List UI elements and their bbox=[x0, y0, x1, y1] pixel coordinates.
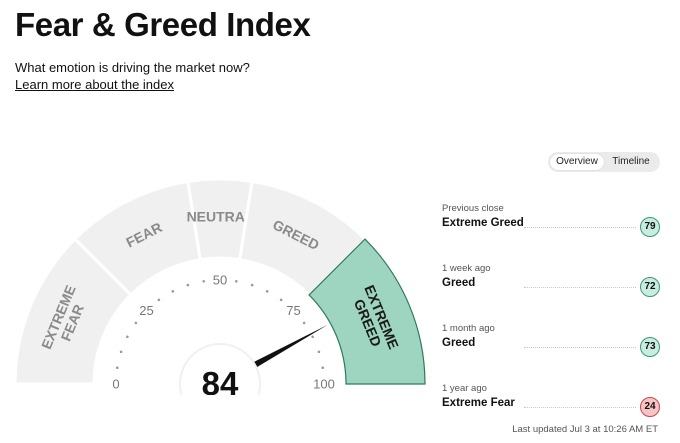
scale-dot bbox=[265, 290, 269, 293]
scale-dot bbox=[302, 321, 306, 325]
scale-dot bbox=[234, 279, 238, 283]
dotted-leader bbox=[524, 407, 636, 408]
scale-dot bbox=[134, 321, 138, 325]
scale-dot bbox=[202, 279, 206, 283]
history-item-1-month-ago: 1 month ago Greed 73 bbox=[442, 323, 662, 367]
scale-dot bbox=[321, 366, 325, 370]
scale-dot bbox=[311, 335, 314, 339]
scale-dot bbox=[157, 298, 161, 302]
scale-dot bbox=[171, 290, 175, 293]
page-subtitle: What emotion is driving the market now? bbox=[15, 60, 250, 75]
page-title: Fear & Greed Index bbox=[15, 6, 311, 43]
dotted-leader bbox=[524, 227, 636, 228]
history-value: Greed bbox=[442, 337, 476, 349]
history-label: 1 year ago bbox=[442, 383, 487, 394]
scale-dot bbox=[126, 335, 129, 339]
view-toggle: Overview Timeline bbox=[548, 152, 660, 172]
history-item-1-year-ago: 1 year ago Extreme Fear 24 bbox=[442, 383, 662, 427]
history-label: Previous close bbox=[442, 203, 504, 214]
scale-label: 50 bbox=[213, 273, 227, 288]
history-label: 1 week ago bbox=[442, 263, 491, 274]
history-label: 1 month ago bbox=[442, 323, 495, 334]
dotted-leader bbox=[524, 287, 636, 288]
zone-extreme-greed bbox=[308, 238, 426, 385]
gauge-hub bbox=[179, 343, 261, 395]
timeline-tab[interactable]: Timeline bbox=[612, 156, 650, 167]
history-item-previous-close: Previous close Extreme Greed 79 bbox=[442, 203, 662, 247]
score-badge: 72 bbox=[640, 277, 660, 297]
score-badge: 79 bbox=[640, 217, 660, 237]
learn-more-link[interactable]: Learn more about the index bbox=[15, 77, 174, 92]
scale-dot bbox=[317, 350, 321, 354]
dotted-leader bbox=[524, 347, 636, 348]
zone-label: NEUTRAL bbox=[187, 209, 254, 225]
history-item-1-week-ago: 1 week ago Greed 72 bbox=[442, 263, 662, 307]
history-value: Extreme Fear bbox=[442, 397, 515, 409]
score-badge: 24 bbox=[640, 397, 660, 417]
scale-label: 25 bbox=[139, 303, 153, 318]
gauge-value: 84 bbox=[202, 365, 239, 395]
scale-label: 75 bbox=[286, 303, 300, 318]
last-updated: Last updated Jul 3 at 10:26 AM ET bbox=[512, 424, 658, 435]
scale-label: 0 bbox=[112, 377, 119, 392]
history-value: Extreme Greed bbox=[442, 217, 524, 229]
scale-label: 100 bbox=[313, 377, 335, 392]
scale-dot bbox=[119, 350, 123, 354]
scale-dot bbox=[115, 366, 119, 370]
score-badge: 73 bbox=[640, 337, 660, 357]
overview-tab[interactable]: Overview bbox=[550, 154, 604, 170]
scale-dot bbox=[279, 298, 283, 302]
scale-dot bbox=[186, 283, 190, 287]
history-value: Greed bbox=[442, 277, 476, 289]
scale-dot bbox=[250, 283, 254, 287]
